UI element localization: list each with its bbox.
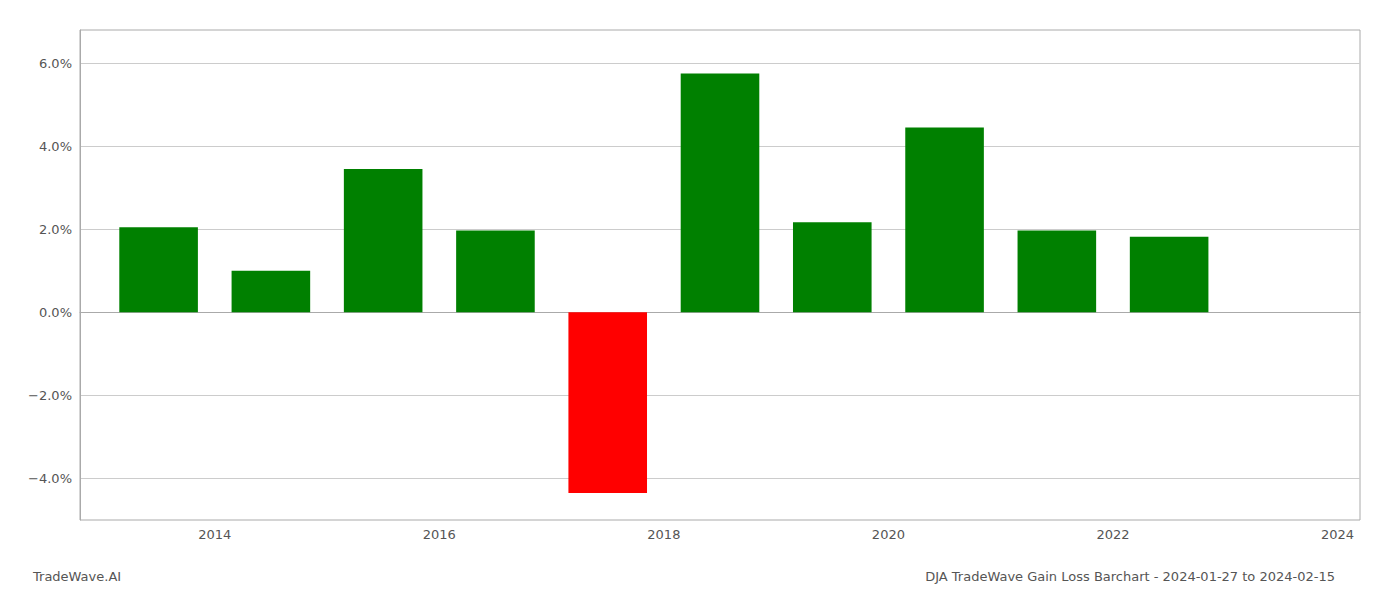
svg-text:DJA TradeWave Gain Loss Barcha: DJA TradeWave Gain Loss Barchart - 2024-… (925, 569, 1335, 584)
svg-text:−4.0%: −4.0% (28, 471, 72, 486)
svg-text:TradeWave.AI: TradeWave.AI (32, 569, 121, 584)
svg-text:4.0%: 4.0% (39, 139, 72, 154)
svg-text:−2.0%: −2.0% (28, 388, 72, 403)
svg-text:2014: 2014 (198, 527, 231, 542)
svg-text:2020: 2020 (872, 527, 905, 542)
svg-text:2018: 2018 (647, 527, 680, 542)
svg-text:2016: 2016 (423, 527, 456, 542)
svg-text:2.0%: 2.0% (39, 222, 72, 237)
svg-text:0.0%: 0.0% (39, 305, 72, 320)
svg-text:2022: 2022 (1096, 527, 1129, 542)
svg-text:6.0%: 6.0% (39, 56, 72, 71)
svg-text:2024: 2024 (1321, 527, 1354, 542)
